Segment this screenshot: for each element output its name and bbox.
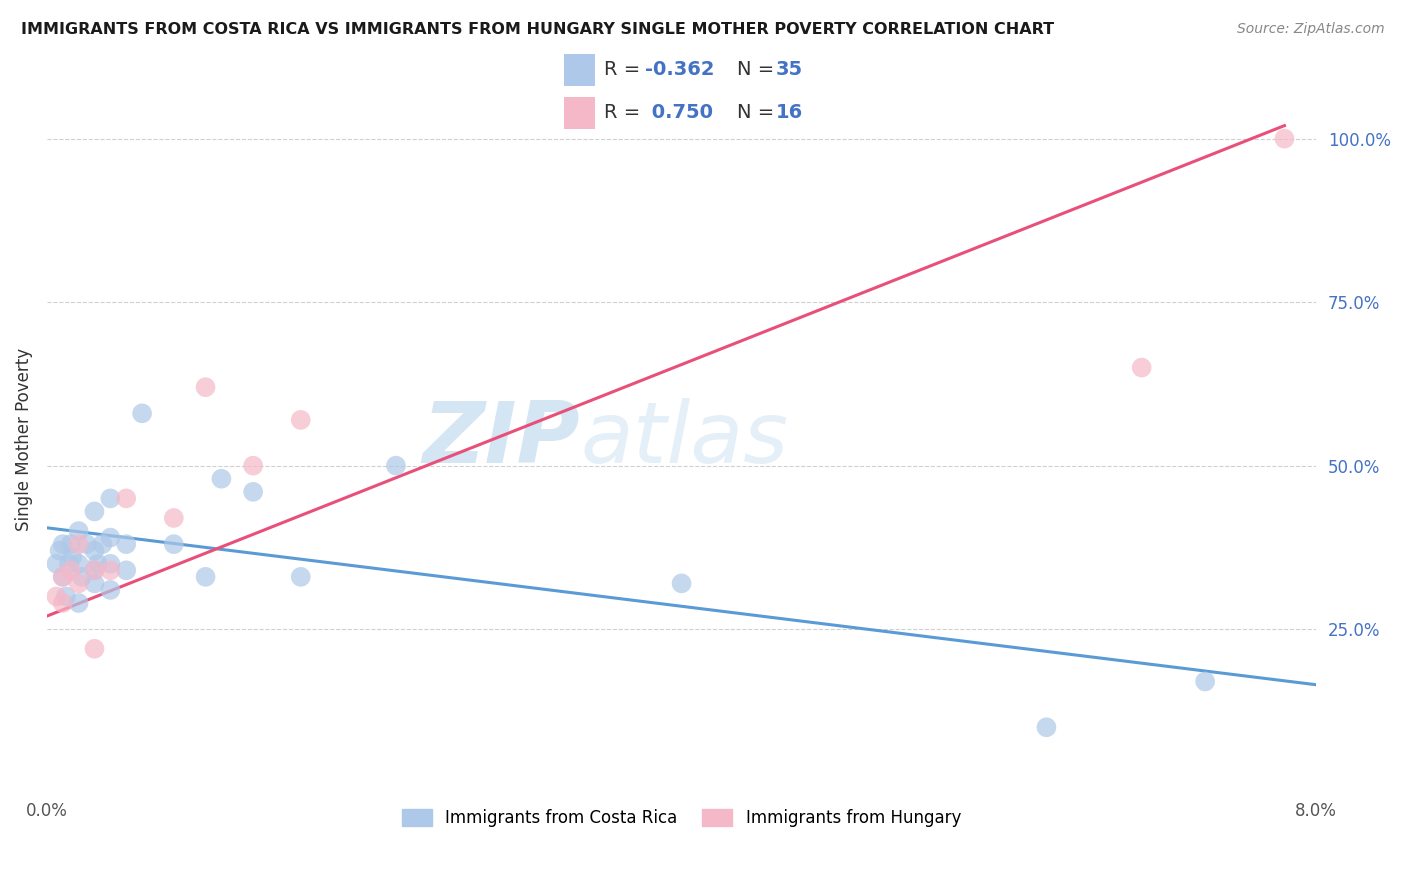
- Text: 35: 35: [776, 61, 803, 79]
- Point: [59, 537, 82, 551]
- Point: [83, 563, 105, 577]
- Point: [83, 563, 105, 577]
- Point: [98, 531, 121, 545]
- Point: [52, 596, 75, 610]
- Point: [1130, 360, 1153, 375]
- Point: [52, 570, 75, 584]
- Point: [45, 590, 67, 604]
- Point: [52, 570, 75, 584]
- Text: N =: N =: [737, 103, 780, 122]
- Text: 0.750: 0.750: [644, 103, 713, 122]
- Bar: [564, 54, 595, 86]
- Point: [290, 570, 312, 584]
- Point: [98, 491, 121, 506]
- Point: [45, 557, 67, 571]
- Point: [67, 524, 90, 538]
- Point: [67, 557, 90, 571]
- Text: N =: N =: [737, 61, 780, 79]
- Point: [671, 576, 693, 591]
- Text: R =: R =: [603, 103, 647, 122]
- Point: [67, 596, 90, 610]
- Text: ZIP: ZIP: [422, 398, 581, 481]
- Point: [209, 472, 232, 486]
- Point: [163, 537, 186, 551]
- Point: [163, 511, 186, 525]
- Point: [59, 563, 82, 577]
- Y-axis label: Single Mother Poverty: Single Mother Poverty: [15, 348, 32, 531]
- Point: [83, 543, 105, 558]
- Point: [98, 582, 121, 597]
- Text: atlas: atlas: [581, 398, 787, 481]
- Text: R =: R =: [603, 61, 647, 79]
- Point: [70, 570, 93, 584]
- Legend: Immigrants from Costa Rica, Immigrants from Hungary: Immigrants from Costa Rica, Immigrants f…: [395, 802, 967, 834]
- Point: [242, 484, 264, 499]
- Point: [1194, 674, 1216, 689]
- Text: 16: 16: [776, 103, 803, 122]
- Point: [242, 458, 264, 473]
- Point: [83, 576, 105, 591]
- Text: Source: ZipAtlas.com: Source: ZipAtlas.com: [1237, 22, 1385, 37]
- Text: IMMIGRANTS FROM COSTA RICA VS IMMIGRANTS FROM HUNGARY SINGLE MOTHER POVERTY CORR: IMMIGRANTS FROM COSTA RICA VS IMMIGRANTS…: [21, 22, 1054, 37]
- Point: [67, 537, 90, 551]
- Point: [290, 413, 312, 427]
- Point: [60, 550, 83, 565]
- Text: -0.362: -0.362: [644, 61, 714, 79]
- Point: [58, 557, 80, 571]
- Point: [98, 557, 121, 571]
- Point: [115, 537, 138, 551]
- Point: [48, 543, 70, 558]
- Point: [194, 570, 217, 584]
- Point: [131, 406, 153, 420]
- Point: [115, 563, 138, 577]
- Point: [55, 590, 77, 604]
- Point: [98, 563, 121, 577]
- Point: [52, 537, 75, 551]
- Point: [76, 537, 98, 551]
- Point: [67, 576, 90, 591]
- Point: [86, 557, 108, 571]
- Point: [83, 504, 105, 518]
- Point: [115, 491, 138, 506]
- Point: [1274, 131, 1296, 145]
- Point: [385, 458, 408, 473]
- Point: [83, 641, 105, 656]
- Point: [1035, 720, 1057, 734]
- Point: [91, 537, 114, 551]
- Point: [194, 380, 217, 394]
- Bar: [564, 97, 595, 129]
